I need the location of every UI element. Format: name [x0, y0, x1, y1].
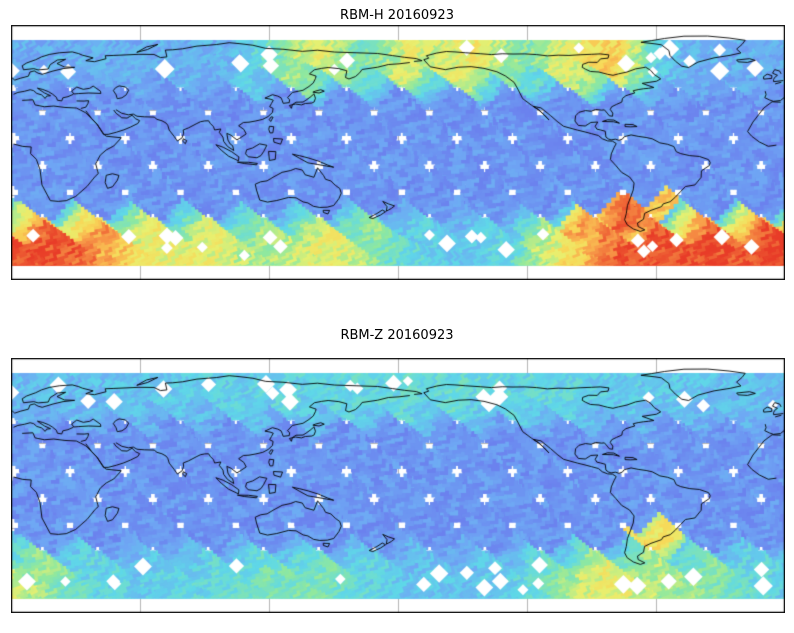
panel-title-rbm-h: RBM-H 20160923: [340, 8, 454, 23]
map-plot-rbm-z: [11, 358, 785, 613]
map-plot-rbm-h: [11, 25, 785, 280]
map-canvas-rbm-h: [11, 25, 785, 280]
panel-rbm-h: RBM-H 20160923: [0, 0, 794, 280]
panel-rbm-z: RBM-Z 20160923: [0, 280, 794, 613]
panel-title-rbm-z: RBM-Z 20160923: [340, 328, 454, 343]
map-canvas-rbm-z: [11, 358, 785, 613]
